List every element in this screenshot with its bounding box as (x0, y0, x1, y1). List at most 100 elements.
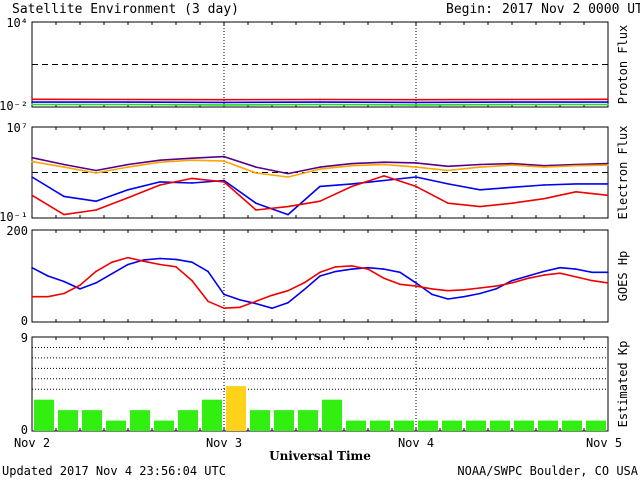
data-point (223, 293, 225, 296)
data-point (127, 101, 129, 103)
data-point (127, 256, 129, 259)
data-point (319, 166, 321, 168)
data-point (63, 292, 65, 295)
x-tick-label: Nov 5 (586, 436, 622, 450)
y-axis-label: GOES Hp (616, 251, 630, 302)
data-point (127, 166, 129, 168)
series-line-blue (31, 176, 608, 216)
data-point (383, 179, 385, 182)
data-point (383, 268, 385, 270)
data-point (31, 295, 33, 298)
data-point (191, 182, 193, 184)
data-point (543, 270, 545, 273)
data-point (207, 300, 209, 303)
data-point (239, 306, 241, 309)
data-point (607, 164, 609, 166)
data-point (511, 279, 513, 282)
data-point (431, 293, 433, 296)
data-point (415, 101, 417, 104)
data-point (367, 266, 369, 269)
data-point (351, 265, 353, 267)
kp-bar (202, 399, 222, 431)
data-point (31, 103, 33, 106)
y-tick-label: 9 (21, 331, 28, 345)
data-point (319, 275, 321, 277)
data-point (287, 172, 289, 175)
data-point (223, 101, 225, 104)
data-point (319, 185, 321, 188)
kp-bar (226, 386, 246, 431)
data-point (351, 162, 353, 165)
data-point (511, 101, 513, 103)
kp-bar (274, 410, 294, 431)
data-point (79, 288, 81, 290)
data-point (127, 263, 129, 266)
data-point (479, 163, 481, 166)
data-point (223, 160, 225, 162)
data-point (271, 307, 273, 310)
data-point (127, 98, 129, 101)
kp-bar (82, 410, 102, 431)
data-point (47, 295, 49, 298)
data-point (287, 289, 289, 292)
plot-title: Satellite Environment (3 day) (12, 2, 239, 17)
data-point (223, 98, 225, 101)
x-tick-label: Nov 4 (398, 436, 434, 450)
data-point (319, 200, 321, 202)
data-point (239, 299, 241, 301)
data-point (399, 283, 401, 286)
kp-bar (58, 410, 78, 431)
data-point (607, 183, 609, 185)
data-point (319, 101, 321, 103)
data-point (607, 101, 609, 103)
data-point (287, 301, 289, 304)
data-point (255, 166, 257, 168)
data-point (543, 166, 545, 168)
data-point (383, 161, 385, 164)
data-point (159, 159, 161, 162)
kp-bar (514, 420, 534, 431)
kp-bar (442, 420, 462, 431)
kp-bar (370, 420, 390, 431)
kp-bar (178, 410, 198, 431)
y-tick-label: 10⁻¹ (0, 210, 28, 224)
data-point (591, 271, 593, 274)
data-point (511, 164, 513, 166)
data-point (447, 298, 449, 300)
data-point (223, 307, 225, 310)
data-point (175, 258, 177, 261)
kp-bar (130, 410, 150, 431)
data-point (511, 186, 513, 189)
data-point (431, 288, 433, 290)
data-point (335, 266, 337, 268)
data-point (143, 260, 145, 263)
data-point (383, 277, 385, 280)
data-point (351, 183, 353, 185)
data-point (223, 104, 225, 106)
data-point (271, 294, 273, 297)
credit-text: NOAA/SWPC Boulder, CO USA (457, 464, 638, 478)
data-point (415, 166, 417, 168)
data-point (415, 185, 417, 188)
data-point (479, 189, 481, 191)
data-point (31, 160, 33, 163)
data-point (63, 280, 65, 283)
data-point (543, 164, 545, 167)
data-point (447, 169, 449, 172)
data-point (223, 179, 225, 182)
data-point (111, 272, 113, 275)
data-point (63, 163, 65, 166)
data-point (31, 176, 33, 178)
data-point (31, 266, 33, 269)
plot-frame (31, 21, 609, 108)
data-point (95, 209, 97, 211)
series-line-blue (31, 257, 608, 310)
data-point (255, 209, 257, 211)
data-point (415, 285, 417, 287)
data-point (127, 196, 129, 199)
data-point (447, 289, 449, 292)
data-point (287, 176, 289, 178)
data-point (463, 289, 465, 291)
data-point (399, 271, 401, 274)
